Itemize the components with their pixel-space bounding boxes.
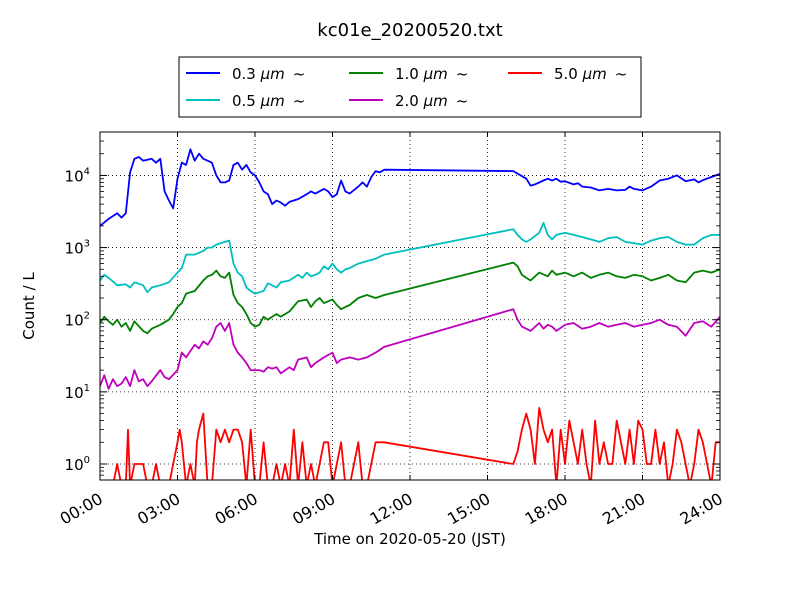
legend-suffix: ~ <box>615 65 628 83</box>
y-tick-label: 102 <box>65 311 90 330</box>
y-tick-base: 10 <box>65 167 84 185</box>
legend-entry: 5.0 μm ~ <box>508 65 627 83</box>
y-tick-base: 10 <box>65 312 84 330</box>
y-tick-label: 103 <box>65 239 90 258</box>
x-axis-label: Time on 2020-05-20 (JST) <box>313 530 506 548</box>
legend-label: 5.0 μm ~ <box>554 65 627 83</box>
series-line-1 <box>100 148 720 227</box>
legend-label: 0.3 μm ~ <box>232 65 305 83</box>
y-axis-label: Count / L <box>20 272 38 340</box>
y-tick-base: 10 <box>65 240 84 258</box>
y-tick-label: 104 <box>65 166 90 185</box>
legend-label: 0.5 μm ~ <box>232 92 305 110</box>
legend-label: 2.0 μm ~ <box>395 92 468 110</box>
y-tick-label: 100 <box>65 455 90 474</box>
legend-entry: 1.0 μm ~ <box>349 65 468 83</box>
chart-title: kc01e_20200520.txt <box>317 20 502 41</box>
series-line-4 <box>100 308 720 390</box>
legend-entries: 0.3 μm ~0.5 μm ~1.0 μm ~2.0 μm ~5.0 μm ~ <box>186 65 627 110</box>
legend-unit: μm <box>423 65 448 83</box>
series-line-5 <box>113 406 720 480</box>
y-tick-exponent: 1 <box>84 383 90 394</box>
legend-unit: μm <box>423 92 448 110</box>
grid <box>100 132 720 480</box>
ticks <box>99 131 721 481</box>
legend: 0.3 μm ~0.5 μm ~1.0 μm ~2.0 μm ~5.0 μm ~ <box>178 56 642 118</box>
y-tick-exponent: 0 <box>84 455 90 466</box>
legend-size: 2.0 <box>395 92 424 110</box>
legend-entry: 0.3 μm ~ <box>186 65 305 83</box>
legend-entry: 0.5 μm ~ <box>186 92 305 110</box>
legend-suffix: ~ <box>456 65 469 83</box>
y-tick-base: 10 <box>65 384 84 402</box>
legend-size: 0.3 <box>232 65 261 83</box>
y-tick-exponent: 2 <box>84 311 90 322</box>
legend-label: 1.0 μm ~ <box>395 65 468 83</box>
legend-entry: 2.0 μm ~ <box>349 92 468 110</box>
legend-suffix: ~ <box>456 92 469 110</box>
series-layer <box>100 148 720 480</box>
legend-frame <box>178 56 642 118</box>
y-tick-exponent: 3 <box>84 239 90 250</box>
legend-unit: μm <box>260 65 285 83</box>
legend-size: 5.0 <box>554 65 583 83</box>
legend-unit: μm <box>260 92 285 110</box>
series-line-3 <box>100 261 720 335</box>
y-tick-exponent: 4 <box>84 166 90 177</box>
legend-suffix: ~ <box>293 92 306 110</box>
series-line-2 <box>100 221 720 295</box>
plot-area <box>99 131 721 481</box>
legend-size: 0.5 <box>232 92 261 110</box>
y-tick-base: 10 <box>65 456 84 474</box>
legend-unit: μm <box>582 65 607 83</box>
y-tick-label: 101 <box>65 383 90 402</box>
legend-suffix: ~ <box>293 65 306 83</box>
legend-size: 1.0 <box>395 65 424 83</box>
